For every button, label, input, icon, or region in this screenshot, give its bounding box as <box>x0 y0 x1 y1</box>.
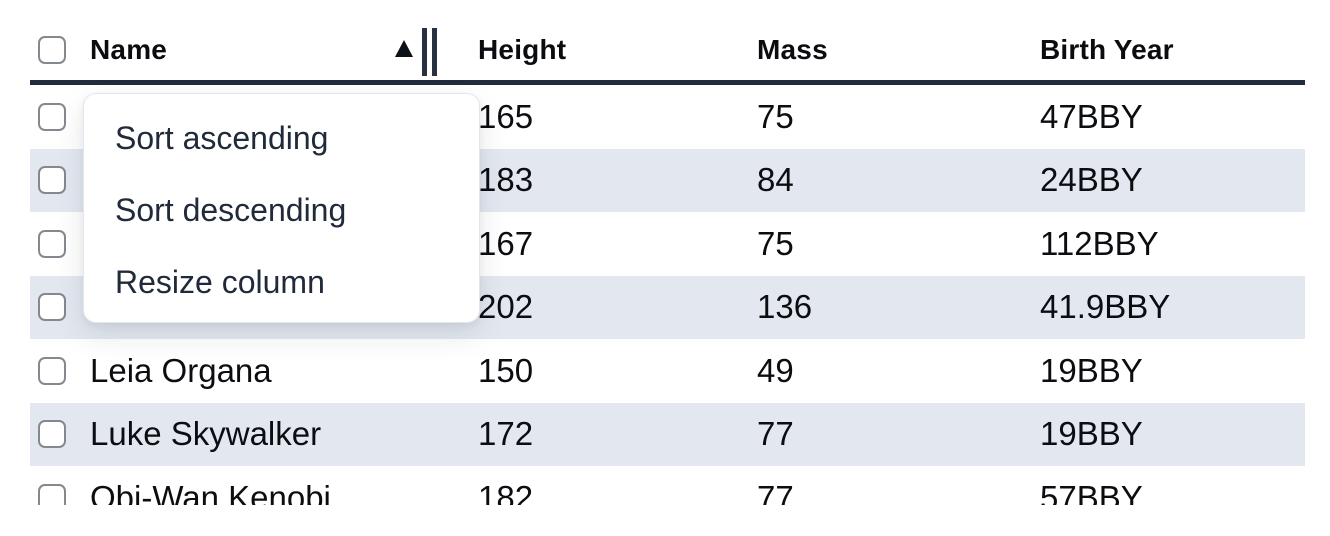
row-checkbox[interactable] <box>38 293 66 322</box>
menu-item-sort-ascending[interactable]: Sort ascending <box>115 119 329 156</box>
cell-birth-year: 19BBY <box>1040 415 1143 453</box>
row-checkbox[interactable] <box>38 483 66 505</box>
data-table: Name Height Mass Birth Year 165 75 <box>30 0 1305 505</box>
table-header-row: Name Height Mass Birth Year <box>30 0 1305 85</box>
cell-mass: 77 <box>757 478 794 505</box>
cell-name: Luke Skywalker <box>90 415 322 453</box>
menu-item-resize-column[interactable]: Resize column <box>115 263 325 300</box>
cell-height: 172 <box>478 415 534 453</box>
cell-birth-year: 112BBY <box>1040 224 1159 262</box>
cell-mass: 84 <box>757 161 794 199</box>
menu-item-sort-descending[interactable]: Sort descending <box>115 191 347 228</box>
cell-height: 150 <box>478 351 534 389</box>
select-all-cell <box>30 0 90 80</box>
cell-mass: 77 <box>757 415 794 453</box>
column-header-name[interactable]: Name <box>90 0 478 80</box>
select-all-checkbox[interactable] <box>38 36 66 64</box>
table-row[interactable]: Obi-Wan Kenobi 182 77 57BBY <box>30 466 1305 505</box>
cell-mass: 75 <box>757 97 794 135</box>
cell-mass: 75 <box>757 224 794 262</box>
cell-birth-year: 57BBY <box>1040 478 1143 505</box>
table-row[interactable]: Luke Skywalker 172 77 19BBY <box>30 402 1305 466</box>
row-checkbox[interactable] <box>38 356 66 385</box>
table-row[interactable]: 167 75 112BBY <box>30 212 1305 276</box>
column-header-height[interactable]: Height <box>478 0 757 80</box>
table-row[interactable]: Leia Organa 150 49 19BBY <box>30 339 1305 403</box>
cell-height: 165 <box>478 97 534 135</box>
cell-mass: 49 <box>757 351 794 389</box>
row-checkbox[interactable] <box>38 420 66 449</box>
column-header-birth-year[interactable]: Birth Year <box>1040 0 1305 80</box>
column-header-mass[interactable]: Mass <box>757 0 1040 80</box>
table-viewport: Name Height Mass Birth Year 165 75 <box>30 0 1305 505</box>
row-checkbox[interactable] <box>38 166 66 195</box>
cell-mass: 136 <box>757 288 813 326</box>
row-checkbox[interactable] <box>38 229 66 258</box>
resize-bar <box>422 28 427 76</box>
row-checkbox[interactable] <box>38 102 66 131</box>
cell-birth-year: 24BBY <box>1040 161 1143 199</box>
sort-ascending-icon <box>395 40 413 57</box>
resize-bar <box>432 28 437 76</box>
cell-birth-year: 41.9BBY <box>1040 288 1171 326</box>
cell-height: 183 <box>478 161 534 199</box>
cell-birth-year: 47BBY <box>1040 97 1143 135</box>
column-context-menu: Sort ascending Sort descending Resize co… <box>83 93 480 323</box>
cell-birth-year: 19BBY <box>1040 351 1143 389</box>
cell-name: Leia Organa <box>90 351 272 389</box>
column-resize-handle-icon[interactable] <box>422 28 437 76</box>
cell-height: 182 <box>478 478 534 505</box>
table-row[interactable]: 165 75 47BBY <box>30 85 1305 149</box>
cell-height: 202 <box>478 288 534 326</box>
column-header-mass-label: Mass <box>757 34 828 65</box>
column-header-name-label: Name <box>90 34 168 65</box>
column-header-birth-year-label: Birth Year <box>1040 34 1174 65</box>
cell-height: 167 <box>478 224 534 262</box>
cell-name: Obi-Wan Kenobi <box>90 478 331 505</box>
column-header-height-label: Height <box>478 34 567 65</box>
table-row[interactable]: 202 136 41.9BBY <box>30 275 1305 339</box>
